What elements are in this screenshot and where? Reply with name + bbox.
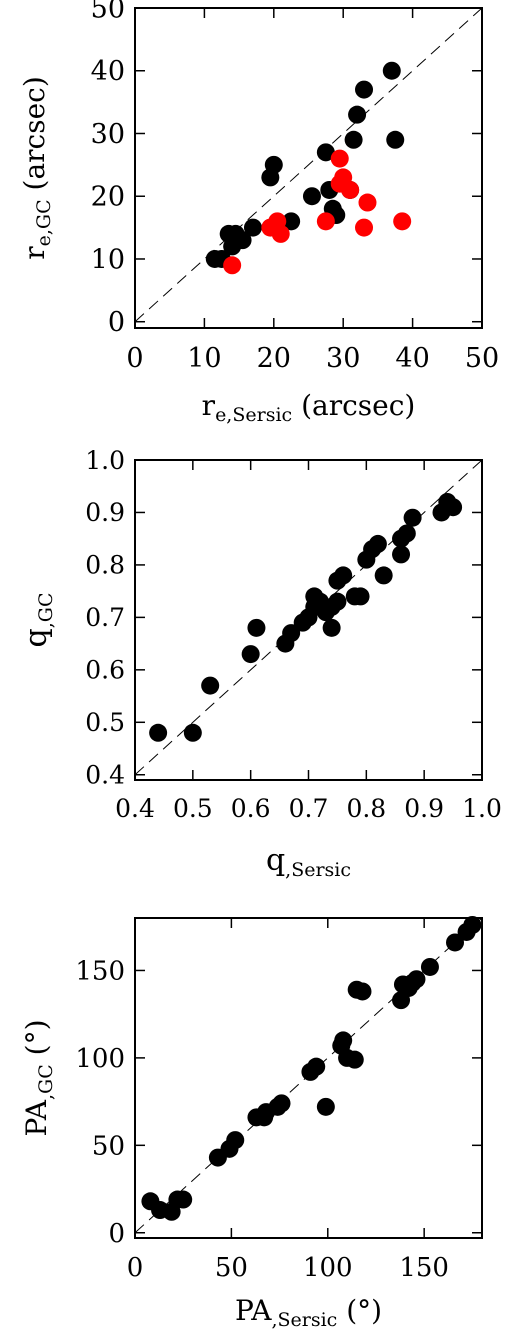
data-point: [272, 1094, 291, 1113]
y-tick-label: 0.5: [85, 708, 125, 737]
plot-frame: [134, 917, 483, 1239]
data-point: [397, 524, 416, 543]
y-tick-label: 30: [91, 119, 125, 150]
x-tick-label: 1.0: [462, 794, 502, 823]
x-tick-label: 0: [126, 343, 143, 374]
data-point: [348, 105, 367, 124]
data-point: [386, 130, 405, 149]
x-tick-label: 0.8: [346, 794, 386, 823]
y-tick-label: 50: [92, 1131, 125, 1161]
data-point: [355, 80, 374, 99]
y-tick-label: 1.0: [85, 446, 125, 475]
data-point: [183, 723, 202, 742]
y-tick-label: 100: [75, 1044, 125, 1074]
series-2: [223, 149, 412, 275]
data-point: [223, 256, 242, 275]
x-tick-label: 0.5: [173, 794, 213, 823]
x-tick-label: 10: [187, 343, 221, 374]
data-point: [345, 1050, 364, 1069]
data-point: [201, 676, 220, 695]
data-point: [282, 624, 301, 643]
x-tick-label: 0.7: [289, 794, 329, 823]
y-axis-label: q,GC: [19, 593, 57, 648]
data-point: [341, 180, 360, 199]
identity-line: [134, 7, 483, 323]
data-point: [322, 618, 341, 637]
data-point: [353, 982, 372, 1001]
data-point: [334, 1031, 353, 1050]
data-point: [264, 155, 283, 174]
chart-panel-3: 0 50 100 150 0 50 100 150 PA,Sersic (°) PA,GC (°): [20, 915, 483, 1331]
data-point: [307, 1057, 326, 1076]
data-point: [302, 187, 321, 206]
y-tick-label: 0: [108, 307, 125, 338]
data-point: [233, 231, 252, 250]
x-tick-label: 0.4: [115, 794, 155, 823]
data-point: [149, 723, 168, 742]
x-tick-label: 20: [257, 343, 291, 374]
series-1: [205, 61, 405, 268]
data-point: [271, 224, 290, 243]
x-tick-label: 0.9: [404, 794, 444, 823]
y-tick-label: 0.7: [85, 603, 125, 632]
y-tick-label: 0.8: [85, 551, 125, 580]
data-point: [355, 218, 374, 237]
y-tick-label: 0.4: [85, 761, 125, 790]
x-tick-label: 100: [303, 1253, 353, 1283]
data-point: [444, 498, 463, 517]
data-point: [344, 130, 363, 149]
y-tick-label: 20: [91, 182, 125, 213]
data-point: [282, 212, 301, 231]
data-point: [393, 212, 412, 231]
x-tick-label: 0: [127, 1253, 144, 1283]
y-tick-label: 150: [75, 957, 125, 987]
y-tick-label: 10: [91, 244, 125, 275]
data-point: [368, 534, 387, 553]
data-point: [374, 566, 393, 585]
data-point: [247, 618, 266, 637]
data-point: [392, 545, 411, 564]
data-point: [351, 587, 370, 606]
y-axis-label: re,GC (arcsec): [18, 76, 55, 260]
y-tick-label: 40: [91, 56, 125, 87]
data-point: [174, 1190, 193, 1209]
data-point: [316, 1097, 335, 1116]
data-point: [226, 1131, 245, 1150]
data-point: [463, 915, 482, 934]
data-point: [241, 645, 260, 664]
x-tick-label: 30: [326, 343, 360, 374]
y-axis-label: PA,GC (°): [20, 1019, 57, 1136]
y-tick-label: 50: [91, 0, 125, 24]
x-axis-label: q,Sersic: [266, 843, 351, 881]
plot-frame: [134, 7, 483, 329]
data-point: [330, 149, 349, 168]
x-axis-label: re,Sersic (arcsec): [202, 389, 416, 426]
data-point: [446, 933, 465, 952]
y-tick-label: 0: [108, 1219, 125, 1249]
x-axis-label: PA,Sersic (°): [235, 1294, 382, 1331]
data-point: [328, 592, 347, 611]
data-point: [316, 212, 335, 231]
data-point: [334, 566, 353, 585]
y-tick-label: 0.9: [85, 498, 125, 527]
chart-panel-2: 0.4 0.5 0.6 0.7 0.8 0.9 1.0 0.4 0.5 0.6 0.7 0.8 0.9 1…: [19, 446, 502, 881]
y-tick-label: 0.6: [85, 656, 125, 685]
data-point: [403, 508, 422, 527]
series-1: [149, 492, 463, 742]
data-point: [407, 970, 426, 989]
data-point: [316, 143, 335, 162]
data-point: [358, 193, 377, 212]
x-tick-label: 50: [215, 1253, 248, 1283]
data-point: [243, 218, 262, 237]
data-point: [382, 61, 401, 80]
x-tick-label: 150: [399, 1253, 449, 1283]
x-tick-label: 40: [395, 343, 429, 374]
chart-panel-1: 0 10 20 30 40 50 0 10 20 30 40 50 re,Sersic (arcsec)…: [18, 0, 499, 426]
data-point: [420, 957, 439, 976]
series-1: [141, 915, 482, 1221]
x-tick-label: 0.6: [231, 794, 271, 823]
x-tick-label: 50: [465, 343, 499, 374]
